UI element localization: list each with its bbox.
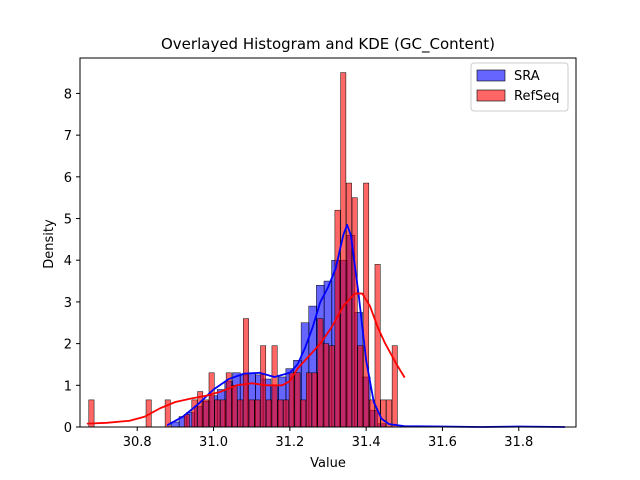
bar-refseq-8 bbox=[214, 399, 221, 428]
x-tick-label-2: 31.2 bbox=[275, 435, 304, 450]
bar-refseq-3 bbox=[183, 414, 190, 428]
bar-refseq-30 bbox=[340, 72, 347, 428]
bar-refseq-14 bbox=[248, 399, 255, 428]
bar-refseq-33 bbox=[357, 345, 364, 428]
legend-swatch-refseq bbox=[476, 89, 506, 102]
bar-refseq-6 bbox=[203, 399, 209, 428]
y-tick-label-3: 3 bbox=[64, 296, 72, 311]
bar-refseq-32 bbox=[351, 197, 358, 428]
y-tick-label-1: 1 bbox=[64, 379, 72, 394]
bar-refseq-23 bbox=[300, 399, 307, 428]
y-tick-label-7: 7 bbox=[64, 129, 72, 144]
bar-refseq-37 bbox=[380, 399, 387, 428]
x-tick-label-5: 31.8 bbox=[504, 435, 533, 450]
y-tick-label-6: 6 bbox=[64, 171, 72, 186]
y-tick-label-5: 5 bbox=[64, 213, 72, 228]
bar-refseq-18 bbox=[271, 345, 278, 428]
bar-refseq-9 bbox=[220, 399, 226, 428]
bar-refseq-28 bbox=[328, 345, 335, 428]
x-tick-label-0: 30.8 bbox=[123, 435, 152, 450]
bar-refseq-24 bbox=[306, 372, 312, 428]
bar-refseq-11 bbox=[231, 385, 238, 428]
x-tick-label-3: 31.4 bbox=[352, 435, 381, 450]
y-tick-label-4: 4 bbox=[64, 254, 72, 269]
bar-refseq-26 bbox=[317, 318, 324, 428]
bar-refseq-34 bbox=[363, 182, 370, 428]
bar-refseq-15 bbox=[254, 399, 261, 428]
bar-refseq-17 bbox=[265, 399, 272, 428]
legend: SRA RefSeq bbox=[470, 62, 569, 112]
bar-refseq-25 bbox=[311, 372, 318, 428]
legend-label-refseq: RefSeq bbox=[514, 89, 560, 104]
bar-refseq-20 bbox=[283, 399, 289, 428]
x-axis-label: Value bbox=[310, 456, 346, 471]
y-tick-label-0: 0 bbox=[64, 421, 72, 436]
x-tick-label-1: 31.0 bbox=[199, 435, 228, 450]
y-tick-label-8: 8 bbox=[64, 87, 72, 102]
bar-refseq-22 bbox=[294, 372, 301, 428]
bar-refseq-4 bbox=[191, 399, 198, 428]
legend-label-sra: SRA bbox=[514, 69, 540, 84]
y-tick-label-2: 2 bbox=[64, 338, 72, 353]
bar-refseq-27 bbox=[323, 343, 329, 428]
kde-line-sra bbox=[166, 223, 566, 428]
bar-refseq-19 bbox=[277, 399, 284, 428]
kde-line-refseq bbox=[86, 292, 406, 425]
axes: 30.8 31.0 31.2 31.4 31.6 31.8 0 1 2 3 4 5 6 7 8 bbox=[64, 57, 577, 450]
bar-refseq-7 bbox=[208, 372, 215, 428]
chart-title: Overlayed Histogram and KDE (GC_Content) bbox=[161, 35, 495, 54]
bar-refseq-12 bbox=[237, 399, 244, 428]
bar-refseq-16 bbox=[260, 345, 267, 428]
legend-swatch-sra bbox=[476, 69, 506, 82]
x-tick-label-4: 31.6 bbox=[428, 435, 457, 450]
axes-frame bbox=[79, 57, 577, 428]
bar-refseq-31 bbox=[346, 182, 352, 428]
bar-refseq-36 bbox=[374, 264, 381, 428]
y-axis-label: Density bbox=[42, 219, 57, 269]
